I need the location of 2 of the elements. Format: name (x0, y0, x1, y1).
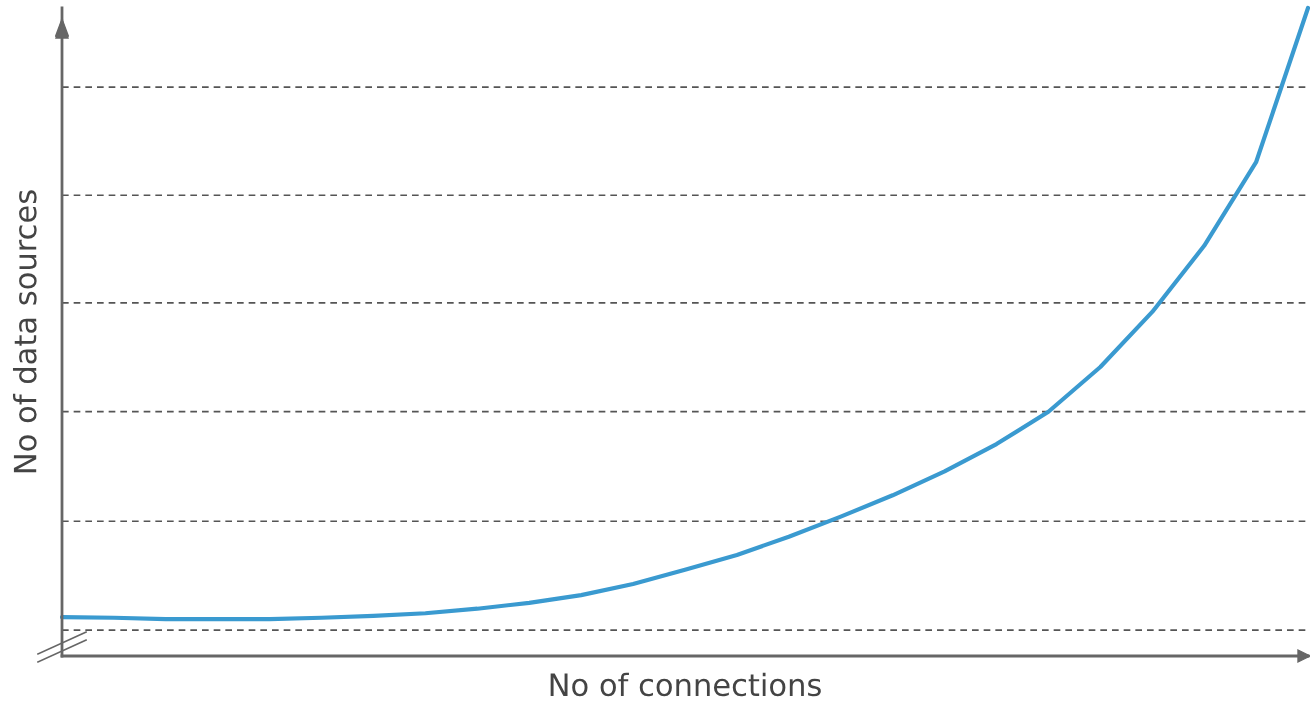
x-axis-title: No of connections (550, 672, 821, 697)
y-axis-title: No of data sources (12, 190, 37, 473)
